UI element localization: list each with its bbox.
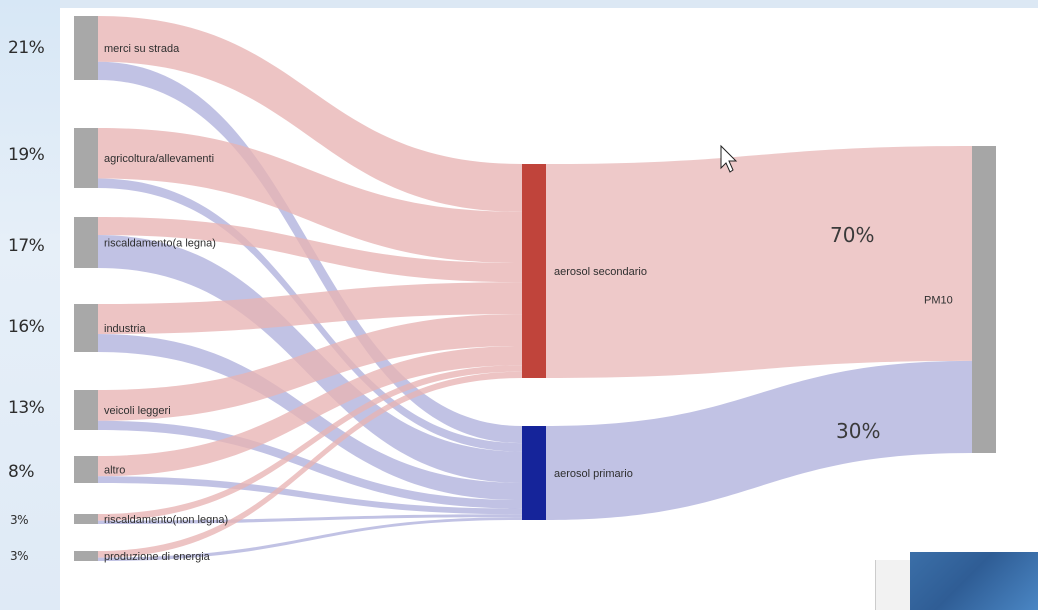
intermediate-percent-secondary: 70%	[830, 223, 874, 247]
source-percent-5: 13%	[8, 398, 45, 418]
mouse-cursor-icon	[720, 144, 738, 173]
flow-7-secondary	[98, 365, 522, 521]
source-node-2	[74, 128, 98, 188]
map-thumbnail	[910, 552, 1038, 610]
flow-6-primary	[98, 476, 522, 515]
source-node-6	[74, 456, 98, 483]
source-label-6: altro	[104, 465, 125, 477]
intermediate-node-secondary	[522, 164, 546, 378]
intermediate-label-primary: aerosol primario	[554, 468, 633, 480]
flow-8-secondary	[98, 371, 522, 558]
thumbnail-frame	[875, 560, 911, 610]
sankey-nodes	[74, 16, 996, 561]
source-label-5: veicoli leggeri	[104, 405, 171, 417]
source-percent-2: 19%	[8, 145, 45, 165]
flow-8-primary	[98, 517, 522, 561]
source-label-2: agricoltura/allevamenti	[104, 153, 214, 165]
source-node-7	[74, 514, 98, 524]
source-percent-6: 8%	[8, 462, 34, 482]
intermediate-node-primary	[522, 426, 546, 520]
flow-3-secondary	[98, 217, 522, 283]
source-percent-1: 21%	[8, 38, 45, 58]
source-label-7: riscaldamento(non legna)	[104, 514, 228, 526]
flow-7-primary	[98, 514, 522, 524]
source-percent-4: 16%	[8, 317, 45, 337]
slide-background-top	[60, 0, 1038, 10]
source-node-1	[74, 16, 98, 80]
source-percent-7: 3%	[10, 513, 29, 527]
source-percent-3: 17%	[8, 236, 45, 256]
flow-6-secondary	[98, 346, 522, 477]
source-node-4	[74, 304, 98, 352]
source-label-4: industria	[104, 323, 146, 335]
target-label: PM10	[924, 295, 953, 307]
source-node-5	[74, 390, 98, 430]
source-label-8: produzione di energia	[104, 551, 211, 563]
flow-secondary-to-target	[546, 146, 972, 378]
sankey-labels: merci su strada agricoltura/allevamenti ri…	[104, 43, 953, 563]
source-percent-8: 3%	[10, 549, 29, 563]
target-node-pm10	[972, 146, 996, 453]
intermediate-label-secondary: aerosol secondario	[554, 266, 647, 278]
flow-4-secondary	[98, 282, 522, 334]
sankey-flows	[98, 16, 972, 561]
flow-primary-to-target	[546, 360, 972, 520]
flow-1-secondary	[98, 16, 522, 212]
flow-2-secondary	[98, 128, 522, 264]
source-label-3: riscaldamento(a legna)	[104, 238, 216, 250]
flow-5-secondary	[98, 314, 522, 421]
source-node-8	[74, 551, 98, 561]
source-label-1: merci su strada	[104, 43, 180, 55]
intermediate-percent-primary: 30%	[836, 419, 880, 443]
slide-background-left	[0, 0, 60, 610]
source-node-3	[74, 217, 98, 268]
